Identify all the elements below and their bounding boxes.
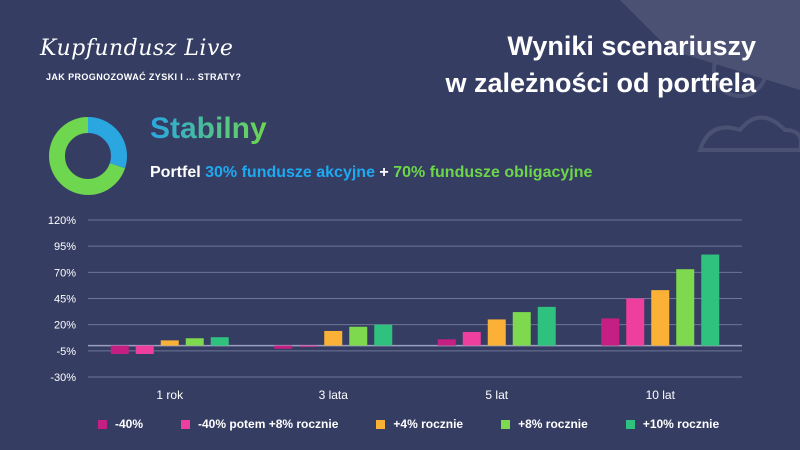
bar <box>160 340 179 346</box>
y-tick-label: -30% <box>50 372 76 384</box>
legend-swatch <box>625 419 635 429</box>
bar <box>701 254 720 346</box>
profile-name: Stabilny <box>150 112 267 145</box>
y-tick-label: 70% <box>54 267 76 279</box>
x-tick-label: 3 lata <box>319 388 349 402</box>
legend-item: -40% potem +8% rocznie <box>181 417 338 431</box>
title-line-1: Wyniki scenariuszy <box>507 31 756 61</box>
y-tick-label: 20% <box>54 320 76 332</box>
legend-swatch <box>376 419 386 429</box>
tagline: JAK PROGNOZOWAĆ ZYSKI I ... STRATY? <box>46 72 242 82</box>
bar <box>374 324 393 346</box>
bar <box>651 290 670 346</box>
plus-sign: + <box>379 164 389 181</box>
bar <box>274 345 293 349</box>
legend-label: +10% rocznie <box>642 417 720 431</box>
legend-item: +4% rocznie <box>376 417 463 431</box>
legend-item: +8% rocznie <box>501 417 588 431</box>
bar <box>601 318 620 346</box>
bar <box>135 345 154 354</box>
donut-equity-slice <box>49 117 127 195</box>
y-tick-label: 95% <box>54 241 76 253</box>
chart-legend: -40% -40% potem +8% rocznie +4% rocznie +8%… <box>98 417 757 431</box>
bar <box>185 338 204 346</box>
bar <box>299 345 318 347</box>
bar <box>110 345 129 354</box>
legend-swatch <box>501 419 511 429</box>
y-tick-label: -5% <box>56 346 76 358</box>
legend-label: +8% rocznie <box>518 417 588 431</box>
legend-swatch <box>181 419 191 429</box>
y-tick-label: 45% <box>54 294 76 306</box>
y-tick-label: 120% <box>48 215 76 227</box>
bar <box>676 269 695 346</box>
bar <box>210 337 229 346</box>
legend-item: +10% rocznie <box>625 417 720 431</box>
scenario-bar-chart: 120% 95% 70% 45% 20% -5% -30% 1 rok 3 lata 5 lat 1… <box>48 215 742 402</box>
brand-logo: Kupfundusz Live <box>40 36 234 61</box>
portfolio-description: Portfel 30% fundusze akcyjne + 70% fundu… <box>150 164 592 182</box>
bar <box>462 331 481 346</box>
x-tick-label: 10 lat <box>646 388 676 402</box>
legend-swatch <box>98 419 107 429</box>
page-title: Wyniki scenariuszy w zależności od portf… <box>445 28 756 102</box>
bar <box>324 330 343 346</box>
bond-part: 70% fundusze obligacyjne <box>393 164 593 181</box>
portfolio-prefix: Portfel <box>150 164 201 181</box>
legend-label: -40% potem +8% rocznie <box>198 417 339 431</box>
bar <box>537 306 556 346</box>
x-tick-label: 1 rok <box>156 388 184 402</box>
bar <box>349 326 368 346</box>
portfolio-donut-chart <box>49 117 127 195</box>
bar <box>437 339 456 346</box>
bar <box>626 298 645 346</box>
x-tick-label: 5 lat <box>485 388 508 402</box>
equity-part: 30% fundusze akcyjne <box>205 164 375 181</box>
bar <box>512 312 531 346</box>
title-line-2: w zależności od portfela <box>445 68 756 98</box>
legend-label: -40% <box>115 417 144 431</box>
legend-item: -40% <box>98 417 143 431</box>
legend-label: +4% rocznie <box>393 417 464 431</box>
bar <box>487 319 506 346</box>
